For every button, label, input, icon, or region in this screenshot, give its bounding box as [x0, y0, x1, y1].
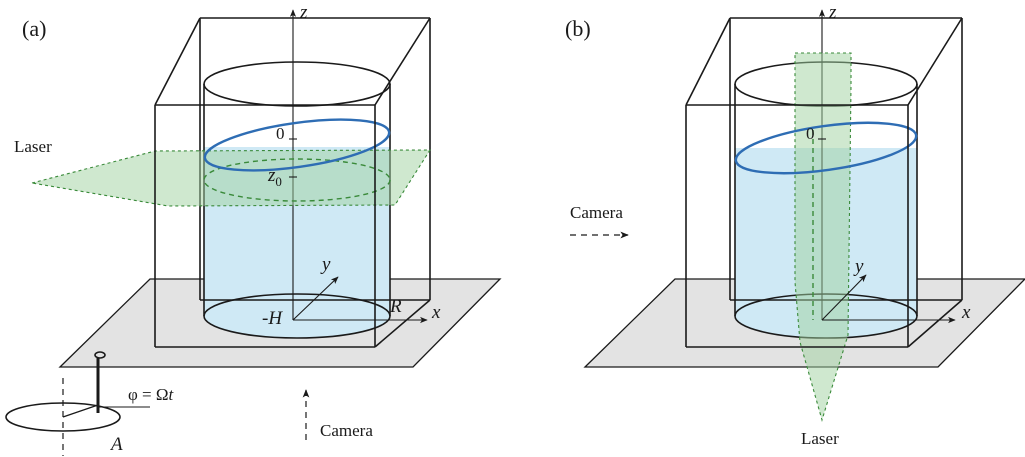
free-surface — [203, 118, 391, 172]
x-axis-label: x — [431, 302, 441, 323]
laser-label-a: Laser — [14, 137, 52, 156]
phase-label: φ = Ωt — [128, 385, 175, 404]
y-axis-b — [821, 274, 867, 321]
y-axis — [292, 276, 339, 321]
tick-zero-label-b: 0 — [806, 124, 815, 143]
panel-a-label: (a) — [22, 16, 46, 41]
container-box-front — [154, 17, 431, 348]
camera-label-b: Camera — [570, 203, 623, 222]
laser-cut-ellipse — [203, 158, 391, 202]
laser-label-b: Laser — [801, 429, 839, 448]
y-axis-label-b: y — [853, 256, 864, 277]
minus-h-label: -H — [262, 308, 283, 329]
z-axis-label: z — [299, 2, 308, 23]
x-axis-label-b: x — [961, 302, 971, 323]
drive-mechanism — [5, 351, 150, 456]
panel-b: (b) z 0 — [565, 2, 1025, 448]
radius-label: R — [389, 296, 402, 317]
free-surface-b — [734, 121, 918, 175]
panel-b-label: (b) — [565, 16, 591, 41]
laser-sheet-vertical — [794, 52, 852, 422]
amplitude-label: A — [109, 434, 123, 455]
tick-z0-label: z0 — [267, 165, 282, 189]
camera-label-a: Camera — [320, 421, 373, 440]
container-box-front-b — [685, 17, 963, 348]
z-axis-label-b: z — [828, 2, 837, 23]
panel-a: (a) z 0 z0 — [5, 2, 502, 456]
y-axis-label: y — [320, 254, 331, 275]
tick-zero-label: 0 — [276, 124, 285, 143]
laser-sheet — [31, 149, 432, 207]
